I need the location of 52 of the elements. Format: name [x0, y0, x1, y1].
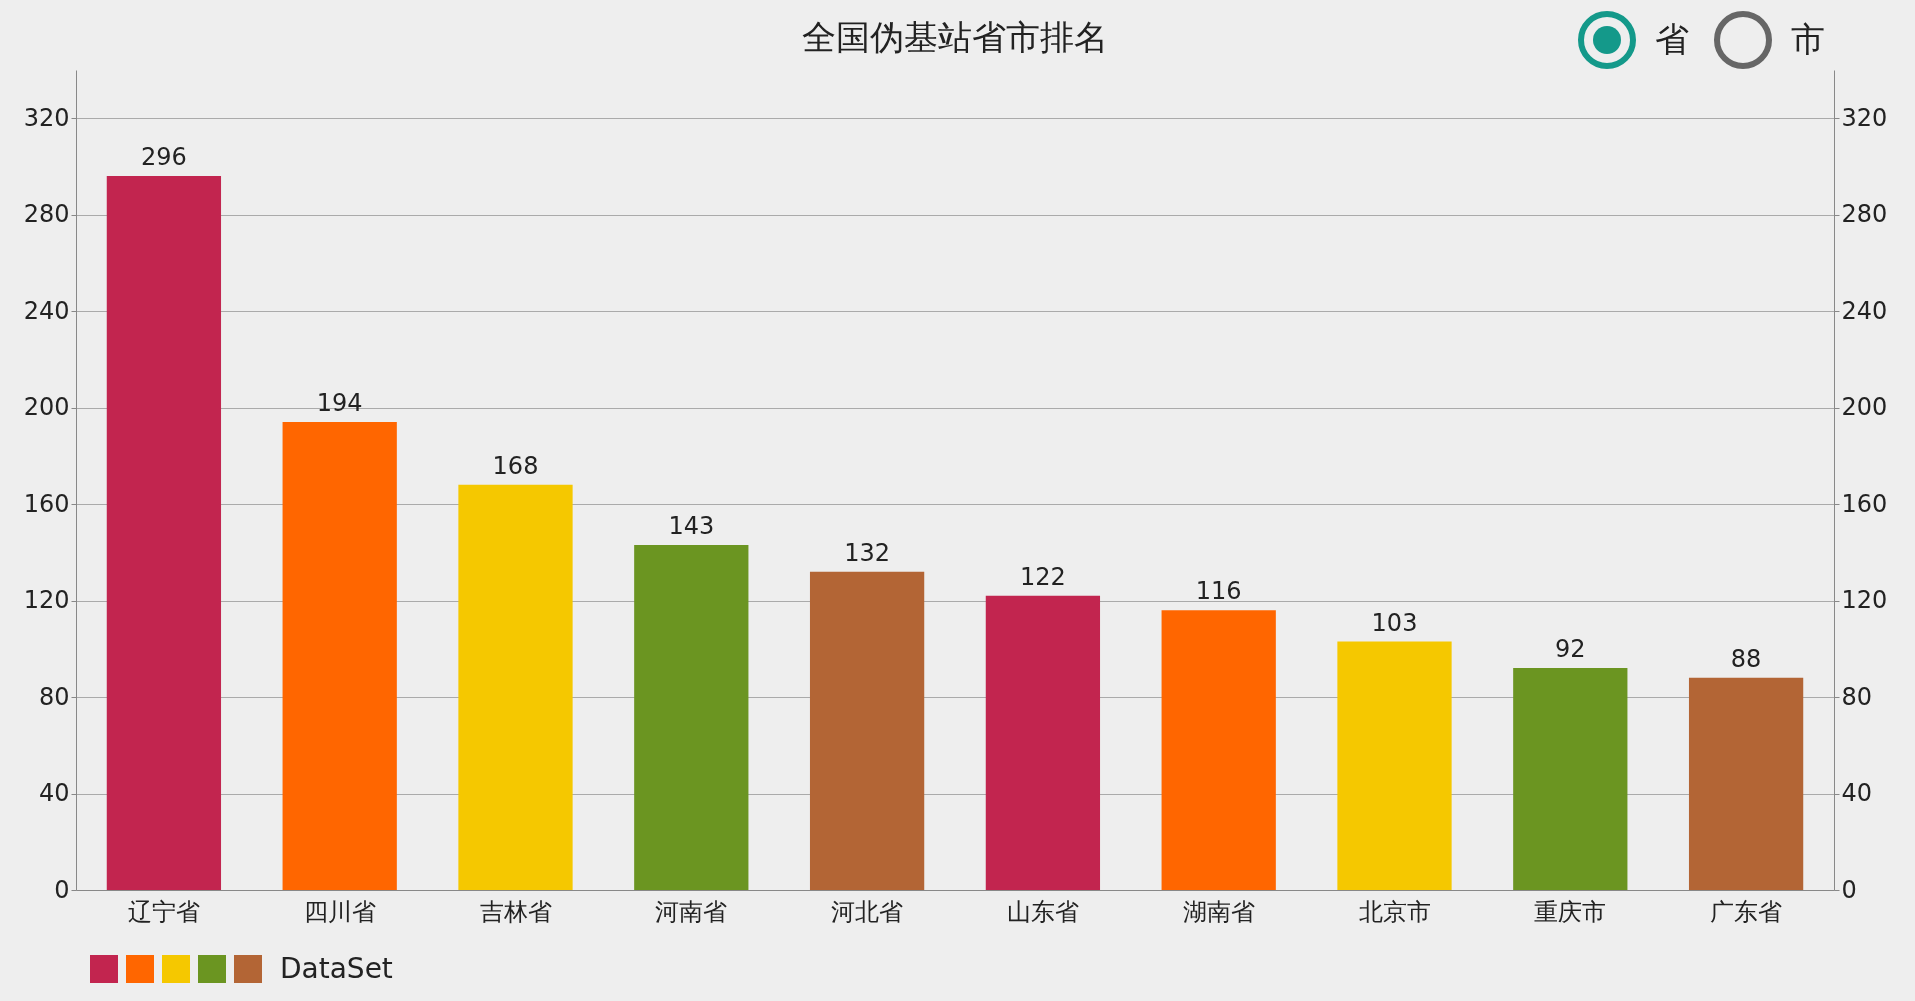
bar	[1513, 668, 1628, 890]
y-tick-label: 120	[23, 586, 70, 615]
data-label: 194	[316, 389, 363, 418]
bar	[1161, 610, 1276, 890]
y-tick-label: 0	[54, 875, 70, 904]
x-tick-label: 湖南省	[1182, 897, 1255, 926]
y2-tick-label: 240	[1841, 296, 1888, 325]
data-label: 116	[1195, 577, 1242, 606]
text: 省	[1655, 18, 1689, 61]
x-tick-label: 广东省	[1710, 897, 1783, 926]
bar	[106, 176, 222, 890]
y-tick-label: 280	[23, 200, 70, 229]
y2-tick-label: 160	[1841, 489, 1888, 518]
data-label: 88	[1730, 644, 1762, 673]
y-tick-label: 320	[23, 103, 70, 132]
data-label: 168	[492, 451, 539, 480]
y2-tick-label: 0	[1841, 875, 1857, 904]
x-tick-label: 北京市	[1358, 897, 1431, 926]
y-tick-label: 200	[23, 393, 70, 422]
y2-tick-label: 80	[1841, 682, 1873, 711]
data-label: 296	[140, 143, 187, 172]
bar	[1337, 641, 1452, 890]
x-tick-label: 四川省	[303, 897, 376, 926]
x-tick-label: 辽宁省	[127, 897, 200, 926]
bar	[809, 571, 925, 890]
data-label: 92	[1555, 635, 1586, 664]
y2-tick-label: 280	[1841, 200, 1888, 229]
y2-tick-label: 200	[1841, 393, 1888, 422]
y2-tick-label: 120	[1841, 586, 1888, 615]
x-tick-label: 吉林省	[479, 897, 552, 926]
bar	[458, 484, 573, 890]
bar	[282, 422, 397, 890]
text: 市	[1791, 18, 1825, 61]
chart-title: 全国伪基站省市排名	[802, 17, 1108, 57]
y2-tick-label: 320	[1841, 103, 1888, 132]
data-label: 122	[1019, 562, 1066, 591]
y2-tick-label: 40	[1841, 779, 1873, 808]
data-label: 132	[844, 538, 891, 567]
bar	[1688, 677, 1804, 890]
legend-label: DataSet	[280, 952, 393, 985]
y-tick-label: 160	[23, 489, 70, 518]
bar	[634, 545, 749, 890]
y-tick-label: 40	[38, 779, 70, 808]
x-tick-label: 河北省	[831, 897, 904, 926]
x-tick-label: 河南省	[655, 897, 728, 926]
x-tick-label: 山东省	[1006, 897, 1079, 926]
bar	[985, 595, 1101, 890]
data-label: 143	[668, 512, 715, 541]
y-tick-label: 240	[23, 296, 70, 325]
data-label: 103	[1371, 608, 1418, 637]
y-tick-label: 80	[38, 682, 70, 711]
x-tick-label: 重庆市	[1534, 897, 1607, 926]
